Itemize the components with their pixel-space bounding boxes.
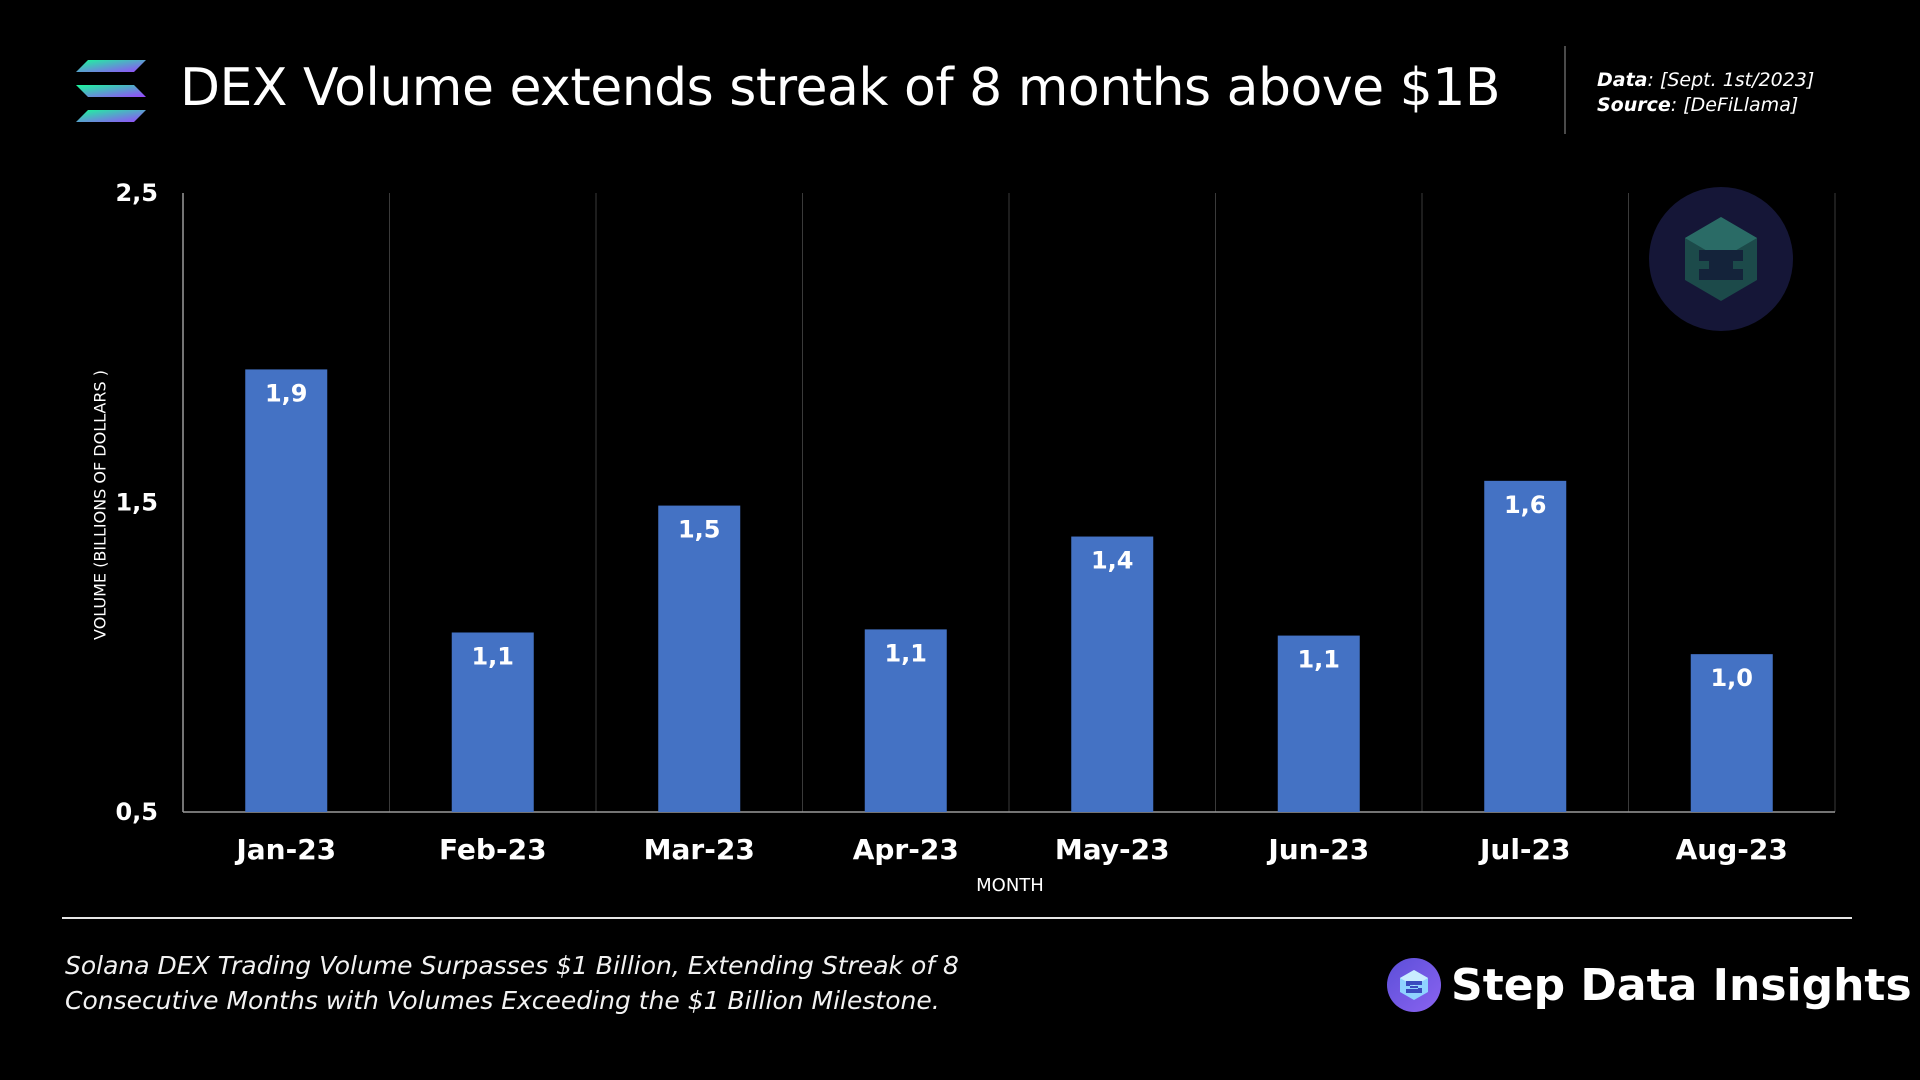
source-name: : [DeFiLlama]: [1670, 94, 1799, 116]
step-finance-logo-icon: [1649, 187, 1793, 331]
brand: Step Data Insights: [1387, 958, 1912, 1012]
bar: [658, 505, 741, 812]
data-date: : [Sept. 1st/2023]: [1647, 69, 1815, 91]
data-label: 1,1: [884, 639, 927, 667]
y-tick-label: 2,5: [115, 179, 158, 207]
data-label: Data: [1597, 69, 1648, 91]
data-label: 1,9: [265, 379, 308, 407]
data-label: 1,0: [1710, 664, 1753, 692]
bar: [1071, 536, 1154, 812]
data-label: 1,4: [1091, 547, 1134, 575]
x-tick-label: Jul-23: [1478, 833, 1571, 866]
caption-line-2: Consecutive Months with Volumes Exceedin…: [65, 986, 940, 1015]
x-tick-label: Aug-23: [1676, 833, 1788, 866]
data-label: 1,1: [471, 642, 514, 670]
header-divider: [1564, 46, 1566, 134]
x-tick-label: Feb-23: [439, 833, 547, 866]
step-logo-icon: [1387, 958, 1441, 1012]
bar: [245, 369, 328, 812]
x-tick-label: Apr-23: [853, 833, 959, 866]
data-label: 1,6: [1504, 491, 1547, 519]
data-label: 1,5: [678, 516, 721, 544]
chart-title: DEX Volume extends streak of 8 months ab…: [180, 58, 1501, 118]
y-tick-label: 1,5: [115, 489, 158, 517]
bar: [1277, 635, 1360, 812]
source-line: Source: [DeFiLlama]: [1597, 93, 1814, 118]
x-tick-label: Jun-23: [1266, 833, 1369, 866]
data-label: 1,1: [1297, 646, 1340, 674]
brand-name: Step Data Insights: [1451, 959, 1912, 1011]
source-label: Source: [1597, 94, 1671, 116]
footer-divider: [62, 917, 1852, 919]
caption-line-1: Solana DEX Trading Volume Surpasses $1 B…: [65, 951, 959, 980]
bar: [1690, 654, 1773, 812]
x-tick-label: Mar-23: [644, 833, 755, 866]
bar: [1484, 480, 1567, 812]
bar: [864, 629, 947, 812]
bar: [451, 632, 534, 812]
chart-meta: Data: [Sept. 1st/2023] Source: [DeFiLlam…: [1597, 68, 1814, 118]
bar-chart: 2,5 1,5 0,5 1,9 Jan-23 1,1 Feb-23 1,5 Mar-23 1,1 A…: [115, 179, 1836, 866]
x-axis-label: MONTH: [976, 875, 1044, 896]
caption: Solana DEX Trading Volume Surpasses $1 B…: [65, 948, 959, 1018]
solana-logo-icon: [76, 60, 146, 122]
x-tick-label: Jan-23: [234, 833, 336, 866]
y-axis-label: VOLUME (BILLIONS OF DOLLARS ): [90, 370, 110, 640]
data-date-line: Data: [Sept. 1st/2023]: [1597, 68, 1814, 93]
y-tick-label: 0,5: [115, 798, 158, 826]
x-tick-label: May-23: [1055, 833, 1170, 866]
